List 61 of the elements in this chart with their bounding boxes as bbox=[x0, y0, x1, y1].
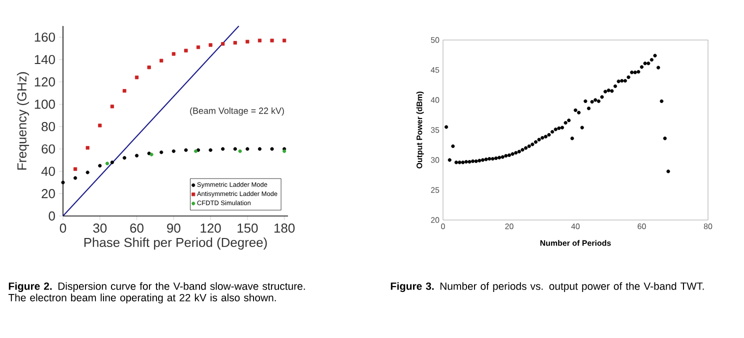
x-tick-label: 120 bbox=[200, 224, 221, 233]
point bbox=[86, 170, 90, 174]
point bbox=[73, 167, 78, 171]
text: Figure 2. Dispersion curve for the V-band slow-wave structure. The electron beam line operating at 22 kV is also shown. bbox=[8, 282, 305, 304]
point bbox=[86, 146, 90, 150]
point bbox=[172, 52, 176, 56]
point bbox=[233, 147, 237, 151]
x-tick-label: 0 bbox=[60, 224, 66, 233]
point bbox=[196, 148, 200, 152]
point bbox=[208, 43, 212, 47]
point bbox=[196, 45, 200, 50]
y-tick-label: 20 bbox=[42, 189, 55, 198]
point bbox=[184, 148, 188, 152]
annotation: (Beam Voltage = 22 kV) bbox=[190, 107, 284, 116]
point bbox=[221, 147, 225, 151]
point bbox=[134, 76, 139, 80]
point bbox=[208, 148, 212, 152]
point bbox=[147, 66, 151, 70]
y-axis-title: Frequency (GHz) bbox=[16, 72, 30, 170]
x-tick-label: 30 bbox=[93, 224, 107, 233]
point bbox=[122, 156, 126, 160]
point bbox=[270, 147, 274, 151]
point bbox=[150, 152, 154, 156]
point bbox=[246, 40, 250, 44]
point bbox=[184, 48, 188, 52]
point bbox=[98, 124, 102, 128]
y-tick-label: 120 bbox=[34, 77, 55, 86]
x-tick-label: 150 bbox=[238, 224, 258, 233]
point bbox=[194, 149, 198, 153]
point bbox=[282, 38, 286, 42]
point bbox=[258, 38, 262, 42]
point bbox=[110, 160, 114, 164]
point bbox=[160, 58, 164, 62]
point bbox=[122, 89, 126, 93]
y-tick-label: 80 bbox=[42, 122, 55, 132]
point bbox=[221, 42, 225, 46]
y-tick-label: 60 bbox=[42, 144, 55, 154]
point bbox=[73, 176, 78, 180]
x-axis-title: Phase Shift per Period (Degree) bbox=[84, 238, 267, 250]
point bbox=[61, 180, 65, 184]
y-tick-label: 100 bbox=[34, 100, 55, 109]
point bbox=[160, 150, 164, 154]
x-tick-label: 180 bbox=[274, 224, 295, 233]
point bbox=[233, 40, 237, 45]
point bbox=[134, 154, 139, 158]
y-tick-label: 160 bbox=[34, 32, 55, 42]
y-tick-label: 40 bbox=[41, 166, 55, 176]
x-tick-label: 90 bbox=[167, 224, 180, 233]
point bbox=[105, 162, 110, 166]
point bbox=[172, 149, 176, 153]
y-tick-label: 0 bbox=[48, 211, 55, 221]
point bbox=[258, 147, 262, 151]
point bbox=[246, 147, 250, 151]
point bbox=[98, 164, 102, 168]
point bbox=[110, 104, 114, 108]
x-tick-label: 60 bbox=[130, 224, 144, 233]
point bbox=[270, 38, 274, 42]
point bbox=[147, 152, 151, 156]
text: Figure 3. Number of periods vs. output power of the V-band TWT. bbox=[390, 282, 704, 292]
point bbox=[238, 149, 242, 153]
y-tick-label: 140 bbox=[34, 54, 55, 64]
